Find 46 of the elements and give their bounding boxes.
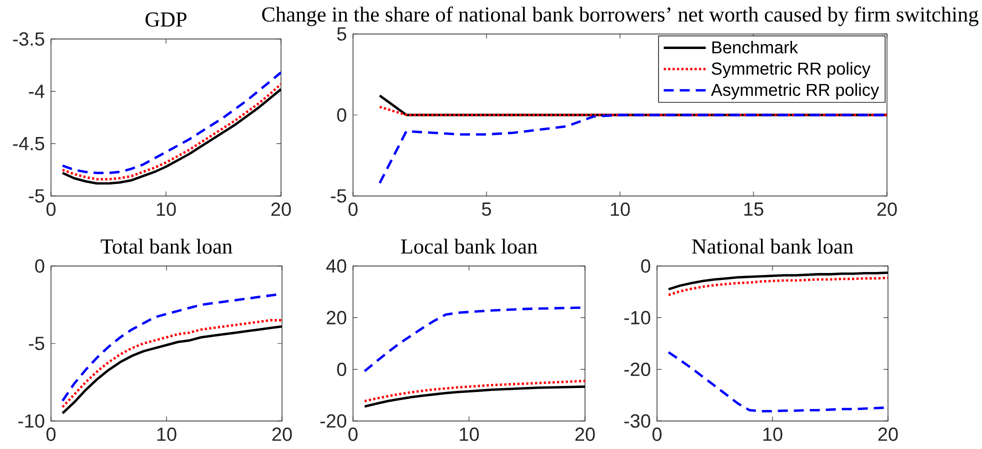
x-tick-label: 0 (46, 428, 56, 441)
y-tick-label: 0 (35, 259, 44, 273)
y-tick-label: -30 (624, 414, 650, 428)
line-series (363, 385, 586, 408)
chart-title: Change in the share of national bank borrowers’ net worth caused by firm switching (262, 6, 978, 26)
y-tick-label: -5 (28, 189, 44, 203)
chart-title: Total bank loan (100, 238, 232, 254)
legend-label: Symmetric RR policy (712, 62, 870, 78)
y-tick-label: -20 (624, 362, 650, 376)
y-tick-label: 40 (326, 259, 346, 273)
y-tick-label: -3.5 (13, 32, 44, 46)
chart-title: Local bank loan (401, 238, 538, 254)
x-tick-label: 10 (157, 428, 176, 441)
y-tick-label: -4 (28, 84, 44, 98)
x-tick-label: 15 (744, 202, 764, 216)
y-tick-label: 0 (337, 362, 346, 376)
x-tick-label: 10 (763, 428, 782, 441)
y-tick-label: -10 (624, 310, 650, 324)
x-tick-label: 0 (652, 428, 662, 441)
x-tick-label: 10 (610, 202, 630, 216)
legend-label: Asymmetric RR policy (710, 83, 880, 100)
legend-label: Benchmark (712, 40, 798, 54)
x-tick-label: 20 (575, 428, 595, 441)
y-tick-label: 20 (326, 310, 346, 324)
x-tick-label: 0 (348, 428, 358, 441)
x-tick-label: 10 (460, 428, 479, 441)
y-tick-label: -4.5 (13, 137, 44, 150)
x-tick-label: 20 (878, 428, 898, 441)
line-series (363, 380, 586, 402)
y-tick-label: 0 (641, 259, 650, 273)
y-tick-label: -20 (320, 414, 346, 428)
line-series (667, 276, 888, 296)
x-tick-label: 0 (46, 202, 56, 216)
y-tick-label: 0 (337, 108, 346, 122)
x-tick-label: 10 (156, 202, 176, 216)
chart-title: National bank loan (692, 238, 854, 254)
chart-title: GDP (146, 12, 186, 27)
x-tick-label: 0 (348, 202, 358, 216)
x-tick-label: 5 (482, 202, 491, 216)
x-tick-label: 20 (272, 428, 292, 441)
y-tick-label: -5 (330, 189, 346, 203)
x-tick-label: 20 (877, 202, 897, 216)
x-tick-label: 20 (271, 202, 291, 216)
y-tick-label: -10 (18, 414, 44, 428)
y-tick-label: -5 (28, 336, 44, 350)
y-tick-label: 5 (337, 27, 346, 41)
